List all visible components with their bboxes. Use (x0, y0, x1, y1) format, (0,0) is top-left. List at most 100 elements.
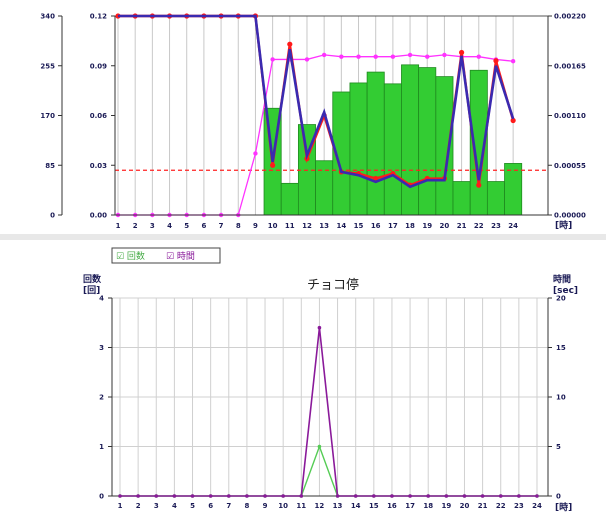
chart-title: チョコ停 (307, 277, 359, 293)
top-left-outer-tick-label: 255 (40, 62, 55, 70)
top-left-inner-tick-label: 0.03 (90, 162, 107, 170)
bottom-series-2-point-14 (353, 494, 358, 498)
bottom-x-tick-label-10: 10 (278, 502, 288, 510)
top-series-2-point-22 (476, 182, 482, 188)
legend: ☑ 回数 ☑ 時間 (111, 247, 221, 264)
top-series-2-point-21 (459, 49, 465, 56)
top-x-tick-label-7: 7 (219, 222, 224, 230)
bottom-series-2-point-18 (426, 494, 431, 498)
top-bar-19 (418, 67, 437, 216)
bottom-series-2-point-15 (372, 494, 376, 498)
top-right-tick-label: 0.00000 (554, 212, 586, 220)
top-bar-15 (349, 82, 368, 216)
right-axis-unit: [sec] (553, 286, 578, 296)
bottom-series-1-point-12 (317, 444, 322, 449)
top-x-tick-label-5: 5 (184, 222, 189, 230)
top-series-1-point-17 (390, 54, 396, 59)
top-series-1-point-13 (321, 52, 327, 58)
bottom-series-2-point-16 (390, 494, 394, 498)
top-x-tick-label-6: 6 (201, 222, 206, 230)
top-x-tick-label-9: 9 (253, 222, 258, 230)
bottom-series-2-point-2 (136, 494, 140, 498)
top-x-tick-label-18: 18 (405, 222, 415, 230)
top-series-1-point-9 (253, 151, 258, 156)
top-bar-23 (486, 181, 505, 216)
bottom-x-tick-label-6: 6 (208, 502, 213, 510)
bottom-x-tick-label-11: 11 (296, 502, 306, 510)
top-x-tick-label-20: 20 (440, 222, 450, 230)
top-x-tick-label-24: 24 (508, 222, 518, 230)
bottom-series-2-point-23 (517, 494, 521, 498)
left-axis-label: 回数 (83, 273, 102, 285)
bottom-series-2-point-19 (444, 494, 449, 498)
top-chart-bars (263, 64, 523, 216)
bottom-x-tick-label-1: 1 (118, 502, 123, 510)
top-x-tick-label-21: 21 (457, 222, 467, 230)
bottom-x-tick-label-15: 15 (369, 502, 379, 510)
top-left-inner-tick-label: 0.12 (90, 13, 107, 21)
bottom-series-2-point-12 (317, 325, 322, 330)
bottom-x-tick-label-7: 7 (226, 502, 231, 510)
right-axis-label: 時間 (553, 273, 571, 285)
top-right-tick-label: 0.00110 (554, 112, 586, 120)
bottom-series-line-2 (120, 327, 537, 497)
top-bar-13 (315, 160, 334, 216)
bottom-right-tick-label: 5 (556, 443, 561, 451)
bottom-series-2-point-21 (480, 494, 485, 498)
top-series-1-point-16 (373, 54, 378, 59)
top-series-line-3 (118, 14, 515, 189)
top-left-inner-tick-label: 0.09 (90, 62, 107, 70)
bottom-right-tick-label: 0 (556, 493, 561, 501)
top-x-tick-label-8: 8 (236, 222, 241, 230)
bottom-right-tick-label: 20 (556, 295, 566, 303)
top-x-tick-label-3: 3 (150, 222, 155, 230)
top-x-tick-label-16: 16 (371, 222, 381, 230)
top-x-tick-label-11: 11 (285, 222, 295, 230)
bottom-x-tick-label-19: 19 (441, 502, 451, 510)
top-left-outer-tick-label: 85 (45, 162, 55, 170)
bottom-x-tick-label-12: 12 (315, 502, 325, 510)
top-series-1-point-18 (407, 52, 413, 58)
panel-separator (0, 234, 606, 240)
bottom-left-tick-label: 4 (99, 295, 104, 303)
top-x-unit-label: [時] (555, 219, 572, 231)
top-series-1-point-20 (442, 52, 447, 58)
top-x-tick-label-1: 1 (116, 222, 121, 230)
bottom-x-unit-label: [時] (555, 501, 572, 513)
bottom-x-tick-label-4: 4 (172, 502, 177, 510)
bottom-x-tick-label-13: 13 (333, 502, 343, 510)
bottom-series-2-point-8 (245, 494, 249, 498)
top-left-outer-tick-label: 0 (50, 212, 55, 220)
bottom-x-tick-label-23: 23 (514, 502, 524, 510)
bottom-x-tick-label-9: 9 (263, 502, 268, 510)
legend-item-time[interactable]: ☑ 時間 (166, 251, 195, 262)
legend-box (111, 247, 221, 264)
top-x-tick-label-2: 2 (133, 222, 138, 230)
bottom-right-tick-label: 10 (556, 394, 566, 402)
bottom-series-2-point-10 (281, 494, 285, 498)
bottom-left-tick-label: 2 (99, 394, 104, 402)
bottom-x-tick-label-2: 2 (136, 502, 141, 510)
top-x-tick-label-19: 19 (422, 222, 432, 230)
bottom-chart-gridlines (112, 297, 548, 496)
top-x-tick-label-23: 23 (491, 222, 501, 230)
bottom-series-2-point-11 (299, 494, 304, 498)
bottom-chart-tick-labels: 0 01 52 103 154 201 2 3 4 5 6 7 8 9 10 11 12 13 14 15 16 17 18… (99, 295, 566, 511)
top-bar-16 (366, 71, 385, 216)
bottom-x-tick-label-18: 18 (423, 502, 433, 510)
top-bar-21 (452, 181, 471, 216)
legend-item-count[interactable]: ☑ 回数 (116, 250, 145, 262)
top-series-2-point-16 (373, 175, 379, 182)
top-left-outer-tick-label: 340 (40, 13, 55, 21)
top-x-tick-label-10: 10 (268, 222, 278, 230)
top-bar-11 (280, 182, 299, 216)
bottom-left-tick-label: 1 (99, 443, 104, 451)
top-series-2-point-10 (270, 162, 276, 168)
top-series-1-point-15 (356, 54, 361, 59)
top-bar-24 (504, 163, 523, 216)
top-series-1-point-19 (425, 54, 430, 59)
top-series-1-point-14 (339, 54, 344, 59)
bottom-series-2-point-9 (263, 494, 267, 498)
